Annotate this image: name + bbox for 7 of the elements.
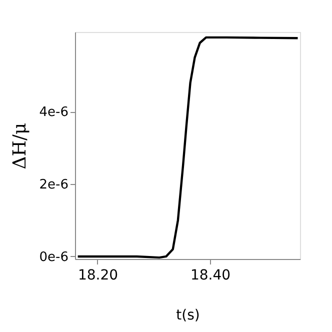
y-tick-label: 2e-6 bbox=[39, 178, 68, 193]
y-tick-label: 4e-6 bbox=[39, 105, 68, 120]
x-tick-label: 18.40 bbox=[190, 268, 231, 284]
y-tick-label: 0e-6 bbox=[39, 250, 68, 265]
y-axis-title: ΔH/μ bbox=[9, 122, 30, 170]
x-tick-label: 18.20 bbox=[78, 268, 118, 284]
x-axis-title: t(s) bbox=[176, 308, 200, 324]
